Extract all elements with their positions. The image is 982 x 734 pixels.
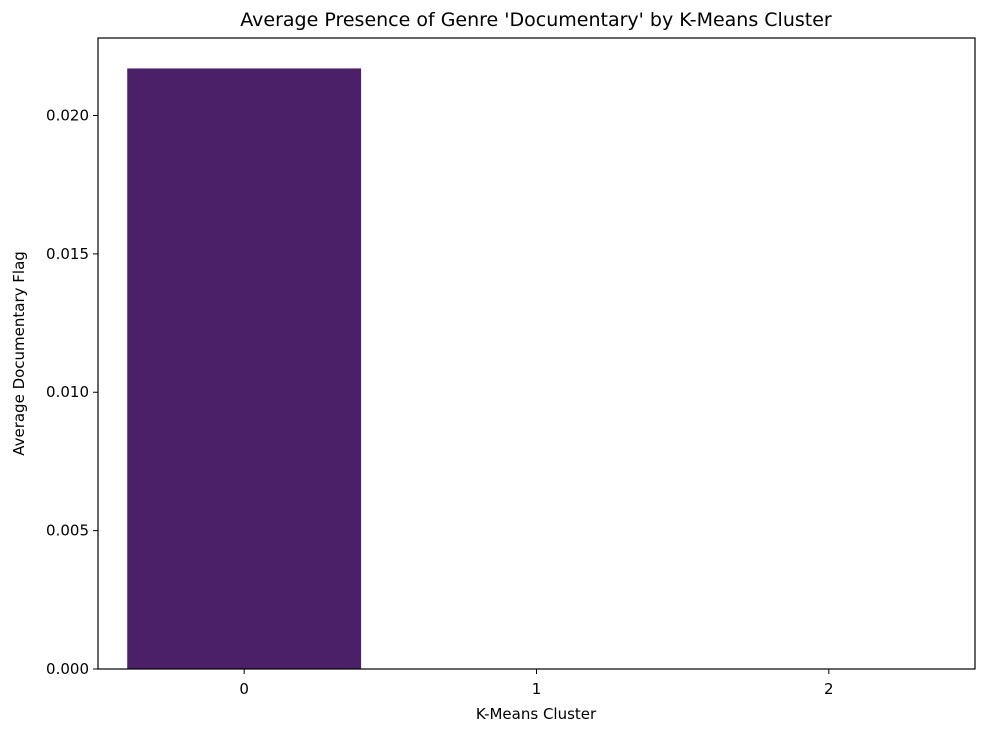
y-tick-label: 0.010 — [46, 383, 89, 401]
y-axis-ticks: 0.000 0.005 0.010 0.015 0.020 — [46, 106, 98, 678]
x-axis-label: K-Means Cluster — [476, 705, 597, 723]
y-axis-label: Average Documentary Flag — [10, 251, 28, 456]
x-tick-label: 0 — [239, 680, 249, 698]
y-tick-label: 0.020 — [46, 106, 89, 124]
x-tick-label: 1 — [532, 680, 542, 698]
chart-title: Average Presence of Genre 'Documentary' … — [240, 9, 832, 31]
bar-cluster-0 — [127, 68, 362, 669]
x-axis-ticks: 0 1 2 — [239, 669, 834, 698]
plot-area-frame — [97, 37, 976, 670]
bars-group — [127, 68, 362, 669]
y-tick-label: 0.005 — [46, 522, 89, 540]
y-tick-label: 0.015 — [46, 245, 89, 263]
y-tick-label: 0.000 — [46, 660, 89, 678]
x-tick-label: 2 — [824, 680, 834, 698]
